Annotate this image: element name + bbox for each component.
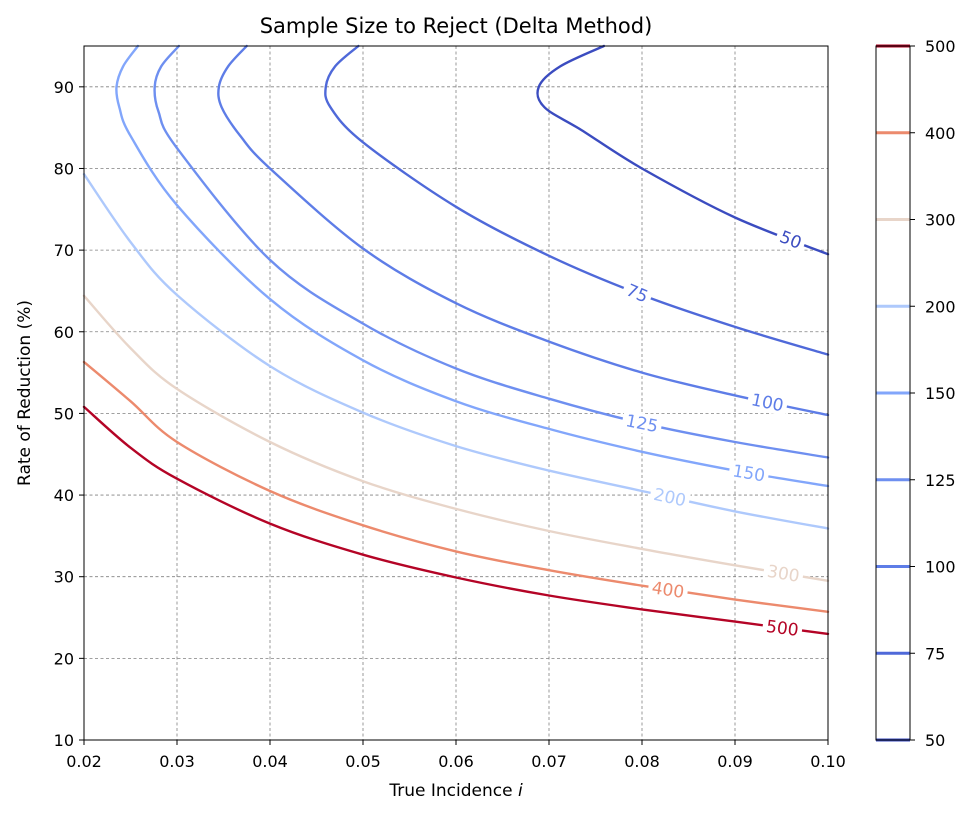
chart-title: Sample Size to Reject (Delta Method) [260, 14, 653, 38]
colorbar-tick-label: 125 [925, 471, 956, 490]
x-tick-label: 0.10 [810, 752, 846, 771]
x-tick-label: 0.08 [624, 752, 660, 771]
colorbar-tick-label: 300 [925, 211, 956, 230]
colorbar-tick-label: 200 [925, 297, 956, 316]
y-axis: 10 20 30 40 50 60 70 80 90 [54, 78, 84, 750]
colorbar-tick-label: 500 [925, 37, 956, 56]
colorbar-tick-label: 150 [925, 384, 956, 403]
colorbar-outline [875, 45, 911, 741]
contour-line-500 [82, 405, 830, 636]
x-tick-label: 0.04 [252, 752, 288, 771]
contour-label-background [648, 483, 692, 512]
colorbar-tick-label: 100 [925, 558, 956, 577]
x-tick-label: 0.03 [159, 752, 195, 771]
x-axis: 0.02 0.03 0.04 0.05 0.06 0.07 0.08 0.09 0.10 [66, 740, 846, 771]
contour-line-400 [82, 360, 830, 613]
x-tick-label: 0.02 [66, 752, 102, 771]
y-tick-label: 10 [54, 731, 74, 750]
x-tick-label: 0.07 [531, 752, 567, 771]
colorbar-tick-label: 75 [925, 644, 945, 663]
contour-label-background [620, 409, 664, 437]
y-tick-label: 20 [54, 649, 74, 668]
x-tick-label: 0.06 [438, 752, 474, 771]
y-tick-label: 90 [54, 78, 74, 97]
contour-label-background [773, 224, 808, 255]
y-tick-label: 50 [54, 404, 74, 423]
y-tick-label: 70 [54, 241, 74, 260]
contour-line-300 [82, 294, 830, 582]
contour-label-background [646, 576, 690, 603]
contour-label-400: 400 [646, 576, 690, 603]
y-tick-label: 30 [54, 568, 74, 587]
contour-label-text: 400 [650, 578, 685, 603]
x-axis-title: True Incidence i [388, 781, 523, 801]
contour-label-background [746, 388, 789, 417]
colorbar: 50 75 100 125 150 200 300 400 500 [875, 37, 956, 750]
x-axis-title-variable: i [518, 781, 523, 801]
contour-label-background [762, 560, 805, 587]
x-tick-label: 0.05 [345, 752, 381, 771]
y-tick-label: 80 [54, 159, 74, 178]
contour-line-150 [115, 44, 830, 488]
y-tick-label: 60 [54, 323, 74, 342]
colorbar-tick-label: 400 [925, 124, 956, 143]
contour-label-500: 500 [761, 615, 804, 641]
contour-line-75 [324, 44, 830, 356]
contour-label-background [727, 459, 771, 487]
y-axis-title: Rate of Reduction (%) [15, 300, 35, 486]
y-tick-label: 40 [54, 486, 74, 505]
contour-label-background [620, 278, 655, 308]
contour-label-background [761, 615, 804, 641]
x-axis-title-text: True Incidence [388, 781, 518, 801]
x-tick-label: 0.09 [717, 752, 753, 771]
contour-label-300: 300 [762, 560, 805, 587]
colorbar-tick-label: 50 [925, 731, 945, 750]
contour-label-text: 500 [765, 617, 800, 641]
contour-line-50 [536, 44, 830, 256]
contour-line-100 [217, 44, 830, 417]
